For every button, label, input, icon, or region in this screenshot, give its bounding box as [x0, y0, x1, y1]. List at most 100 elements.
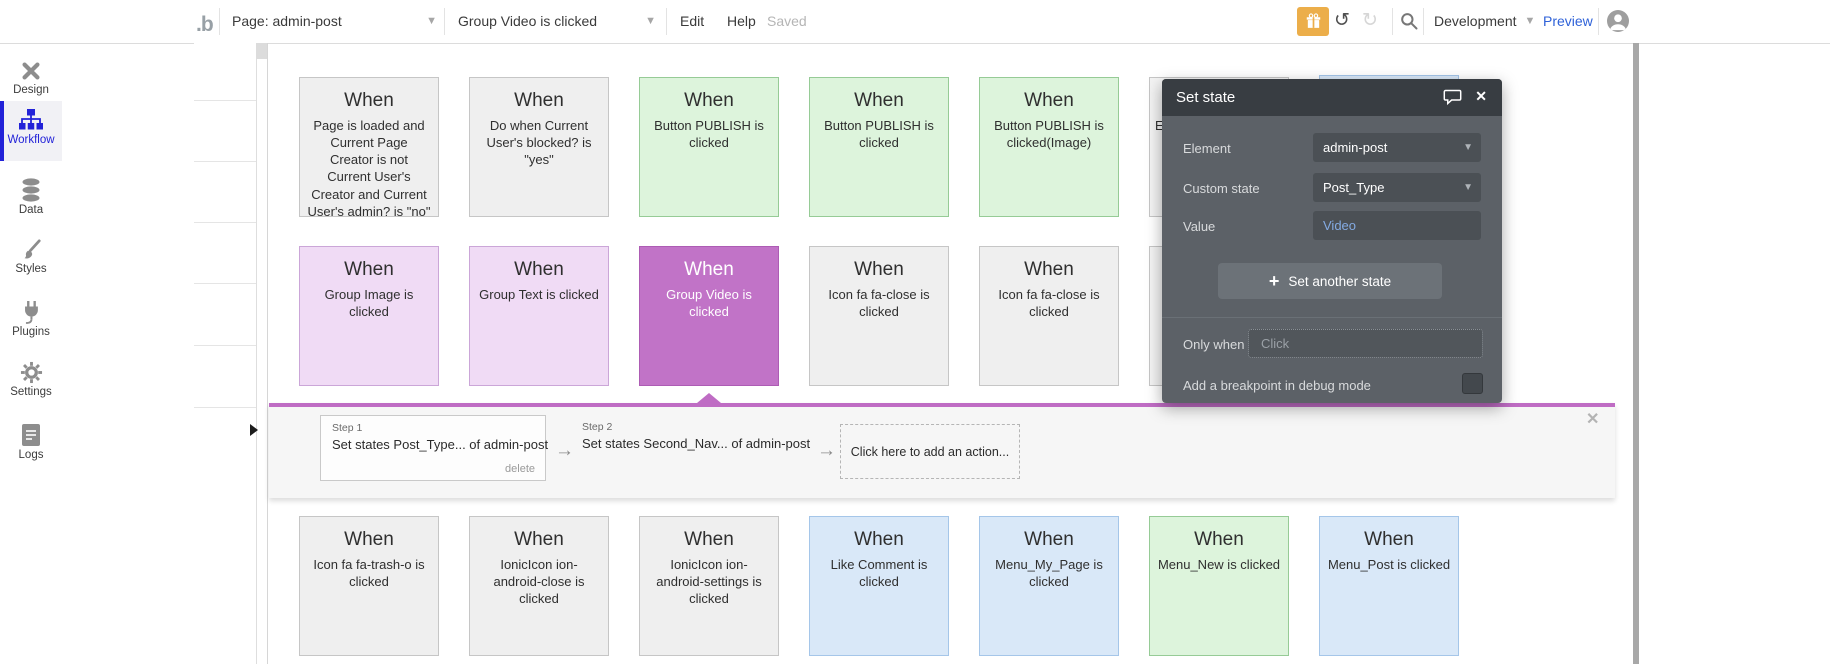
card-event-text: Menu_My_Page is clicked — [995, 557, 1103, 590]
custom-state-value: Post_Type — [1323, 180, 1385, 195]
panel-close-icon[interactable]: ✕ — [1586, 411, 1600, 428]
gift-button[interactable] — [1297, 7, 1329, 36]
sidebar-divider — [194, 222, 256, 223]
search-icon[interactable] — [1399, 11, 1419, 31]
card-event-text: Like Comment is clicked — [830, 557, 928, 590]
only-when-input[interactable]: Click — [1248, 329, 1483, 358]
add-action-button[interactable]: Click here to add an action... — [840, 424, 1020, 479]
workflow-card[interactable]: When Button PUBLISH is clicked — [809, 77, 949, 217]
chevron-down-icon: ▼ — [1463, 182, 1473, 193]
sidebar-item-plugins[interactable]: Plugins — [0, 292, 62, 344]
comment-icon[interactable] — [1443, 88, 1462, 106]
left-sidebar — [194, 43, 257, 664]
card-title: When — [344, 259, 394, 280]
card-event-text: E — [1155, 118, 1164, 133]
value-expression: Video — [1323, 218, 1357, 233]
workflow-card[interactable]: When IonicIcon ion-android-close is clic… — [469, 516, 609, 656]
card-event-text: Group Text is clicked — [479, 287, 599, 302]
step-2-action[interactable]: Step 2 Set states Second_Nav... of admin… — [582, 415, 811, 481]
redo-icon[interactable]: ↻ — [1362, 10, 1378, 31]
page-selector-dropdown[interactable]: Page: admin-post ▼ — [232, 13, 437, 29]
set-another-state-button[interactable]: + Set another state — [1218, 263, 1442, 299]
undo-icon[interactable]: ↺ — [1334, 10, 1350, 31]
card-event-text: Button PUBLISH is clicked(Image) — [994, 118, 1104, 151]
dialog-header[interactable]: Set state ✕ — [1162, 79, 1502, 116]
dialog-close-icon[interactable]: ✕ — [1475, 88, 1487, 104]
custom-state-dropdown[interactable]: Post_Type ▼ — [1313, 173, 1481, 202]
toolbar-divider — [1423, 8, 1424, 35]
sidebar-divider — [194, 407, 256, 408]
user-avatar[interactable] — [1607, 10, 1629, 32]
environment-selector[interactable]: Development ▼ — [1434, 13, 1535, 29]
workflow-card[interactable]: When Group Text is clicked — [469, 246, 609, 386]
workflow-card[interactable]: When Menu_My_Page is clicked — [979, 516, 1119, 656]
step-1-action[interactable]: Step 1 Set states Post_Type... of admin-… — [320, 415, 549, 481]
step-number: Step 1 — [332, 422, 363, 434]
card-title: When — [1194, 529, 1244, 550]
workflow-card[interactable]: When Button PUBLISH is clicked(Image) — [979, 77, 1119, 217]
delete-action-link[interactable]: delete — [505, 463, 535, 475]
sidebar-item-settings[interactable]: Settings — [0, 353, 62, 406]
chevron-down-icon: ▼ — [426, 15, 437, 27]
sidebar-item-label: Design — [13, 84, 49, 96]
help-menu[interactable]: Help — [727, 13, 756, 29]
vertical-scrollbar[interactable] — [1633, 43, 1639, 664]
workflow-card[interactable]: When Menu_Post is clicked — [1319, 516, 1459, 656]
dialog-title: Set state — [1176, 89, 1236, 106]
workflow-selector-label: Group Video is clicked — [458, 13, 598, 29]
card-title: When — [514, 529, 564, 550]
step-arrow-icon: → — [555, 440, 574, 461]
card-title: When — [344, 90, 394, 111]
sitemap-icon — [19, 109, 43, 130]
workflow-card[interactable]: When Menu_New is clicked — [1149, 516, 1289, 656]
edit-menu[interactable]: Edit — [680, 13, 705, 29]
workflow-card[interactable]: When Icon fa fa-trash-o is clicked — [299, 516, 439, 656]
workflow-card[interactable]: When Do when Current User's blocked? is … — [469, 77, 609, 217]
workflow-card[interactable]: When Button PUBLISH is clicked — [639, 77, 779, 217]
workflow-selector-dropdown[interactable]: Group Video is clicked ▼ — [458, 13, 656, 29]
card-title: When — [854, 259, 904, 280]
set-state-dialog: Set state ✕ Element admin-post ▼ Custom … — [1162, 79, 1502, 403]
workflow-card[interactable]: When Page is loaded and Current Page Cre… — [299, 77, 439, 219]
card-event-text: Group Video is clicked — [666, 287, 752, 320]
dialog-divider — [1162, 317, 1502, 318]
sidebar-item-label: Styles — [15, 263, 47, 275]
sidebar-item-design[interactable]: Design — [0, 52, 62, 100]
step-action-text: Set states Post_Type... of admin-post — [332, 437, 549, 452]
workflow-card[interactable]: When Icon fa fa-close is clicked — [979, 246, 1119, 386]
toolbar-divider — [219, 8, 220, 35]
sidebar-item-data[interactable]: Data — [0, 170, 62, 222]
chevron-down-icon: ▼ — [645, 15, 656, 27]
paintbrush-icon — [24, 239, 41, 259]
sidebar-item-label: Data — [18, 204, 44, 216]
workflow-card[interactable]: When IonicIcon ion-android-settings is c… — [639, 516, 779, 656]
card-event-text: Icon fa fa-close is clicked — [998, 287, 1100, 320]
sidebar-item-styles[interactable]: Styles — [0, 231, 62, 283]
saved-status: Saved — [767, 13, 807, 29]
sidebar-collapse-handle[interactable] — [250, 424, 258, 436]
sidebar-item-workflow[interactable]: Workflow — [0, 101, 62, 161]
element-value: admin-post — [1323, 140, 1388, 155]
workflow-card[interactable]: When Like Comment is clicked — [809, 516, 949, 656]
gift-icon — [1306, 13, 1320, 28]
custom-state-label: Custom state — [1183, 181, 1260, 196]
element-dropdown[interactable]: admin-post ▼ — [1313, 133, 1481, 162]
toolbar-divider — [666, 8, 667, 35]
sidebar-divider — [194, 345, 256, 346]
card-title: When — [1024, 259, 1074, 280]
workflow-card-selected[interactable]: When Group Video is clicked — [639, 246, 779, 386]
sidebar-item-logs[interactable]: Logs — [0, 415, 62, 467]
value-expression-field[interactable]: Video — [1313, 211, 1481, 240]
set-another-state-label: Set another state — [1288, 273, 1392, 289]
card-event-text: IonicIcon ion-android-close is clicked — [493, 557, 585, 607]
gear-icon — [20, 361, 42, 384]
card-event-text: Page is loaded and Current Page Creator … — [307, 118, 431, 219]
preview-button[interactable]: Preview — [1543, 13, 1593, 29]
breakpoint-checkbox[interactable] — [1462, 373, 1483, 394]
workflow-card[interactable]: When Icon fa fa-close is clicked — [809, 246, 949, 386]
step-action-text: Set states Second_Nav... of admin-post — [582, 436, 811, 451]
workflow-card[interactable]: When Group Image is clicked — [299, 246, 439, 386]
sidebar-item-label: Settings — [10, 386, 52, 398]
card-event-text: Button PUBLISH is clicked — [654, 118, 764, 151]
card-event-text: Icon fa fa-close is clicked — [828, 287, 930, 320]
